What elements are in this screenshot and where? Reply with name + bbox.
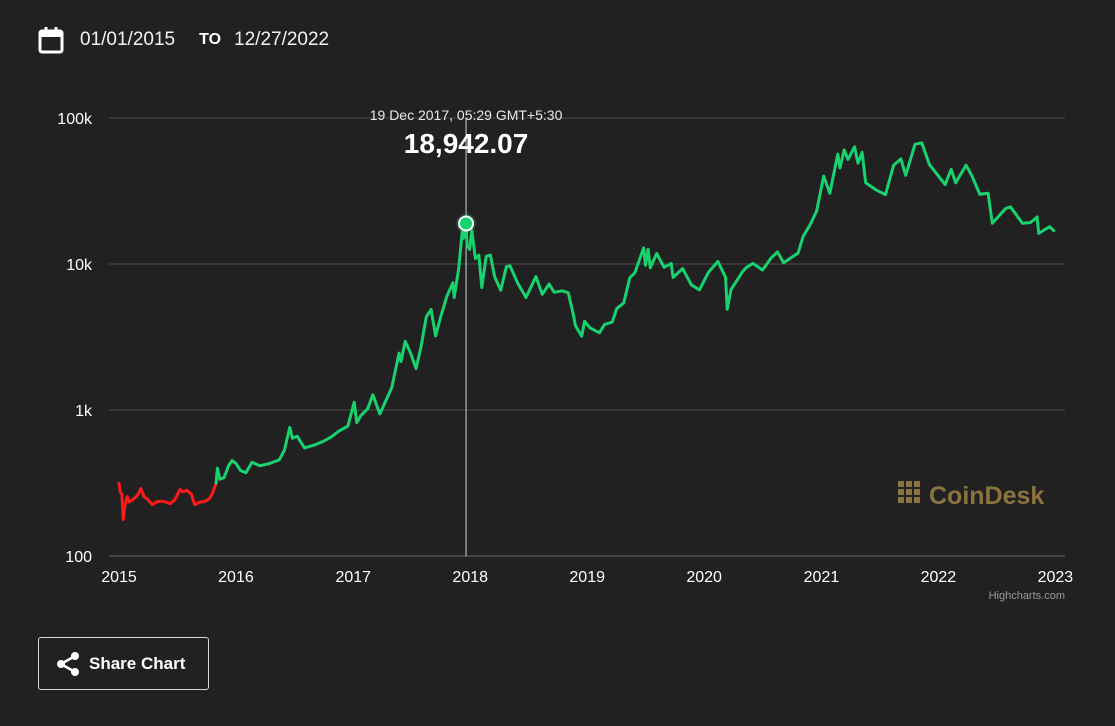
y-tick-label: 100k <box>57 111 93 128</box>
x-tick-label: 2020 <box>686 569 722 586</box>
date-range-separator: TO <box>199 31 222 48</box>
price-line <box>214 141 1056 485</box>
x-tick-label: 2022 <box>921 569 957 586</box>
chart-grid <box>109 117 1065 557</box>
highlight-point[interactable] <box>458 215 475 232</box>
x-tick-label: 2017 <box>335 569 371 586</box>
x-tick-label: 2016 <box>218 569 254 586</box>
y-axis-labels: 100 1k 10k 100k <box>57 111 93 566</box>
x-tick-label: 2018 <box>452 569 488 586</box>
x-tick-label: 2023 <box>1038 569 1074 586</box>
y-tick-label: 10k <box>66 257 93 274</box>
tooltip-value: 18,942.07 <box>404 128 529 159</box>
share-chart-label: Share Chart <box>89 653 186 673</box>
x-tick-label: 2019 <box>569 569 605 586</box>
share-icon <box>57 651 79 676</box>
coindesk-logo-icon <box>898 481 920 503</box>
x-axis-labels: 2015 2016 2017 2018 2019 2020 2021 2022 2023 <box>101 569 1073 586</box>
price-series[interactable] <box>117 141 1056 521</box>
coindesk-wordmark: CoinDesk <box>929 482 1044 510</box>
x-tick-label: 2015 <box>101 569 137 586</box>
date-range-picker: 01/01/2015 TO 12/27/2022 <box>38 26 329 54</box>
highcharts-credit[interactable]: Highcharts.com <box>989 590 1065 602</box>
share-chart-button[interactable]: Share Chart <box>38 637 209 690</box>
price-chart[interactable]: 100 1k 10k 100k 2015 2016 2017 2018 2019 2020 202… <box>0 0 1115 610</box>
y-tick-label: 1k <box>75 403 93 420</box>
calendar-icon[interactable] <box>38 26 64 54</box>
tooltip-datetime: 19 Dec 2017, 05:29 GMT+5:30 <box>370 107 563 123</box>
coindesk-watermark: CoinDesk <box>898 481 1044 510</box>
y-tick-label: 100 <box>65 549 92 566</box>
end-date-input[interactable]: 12/27/2022 <box>234 29 330 50</box>
price-line <box>117 481 218 521</box>
x-tick-label: 2021 <box>804 569 840 586</box>
start-date-input[interactable]: 01/01/2015 <box>80 29 176 50</box>
